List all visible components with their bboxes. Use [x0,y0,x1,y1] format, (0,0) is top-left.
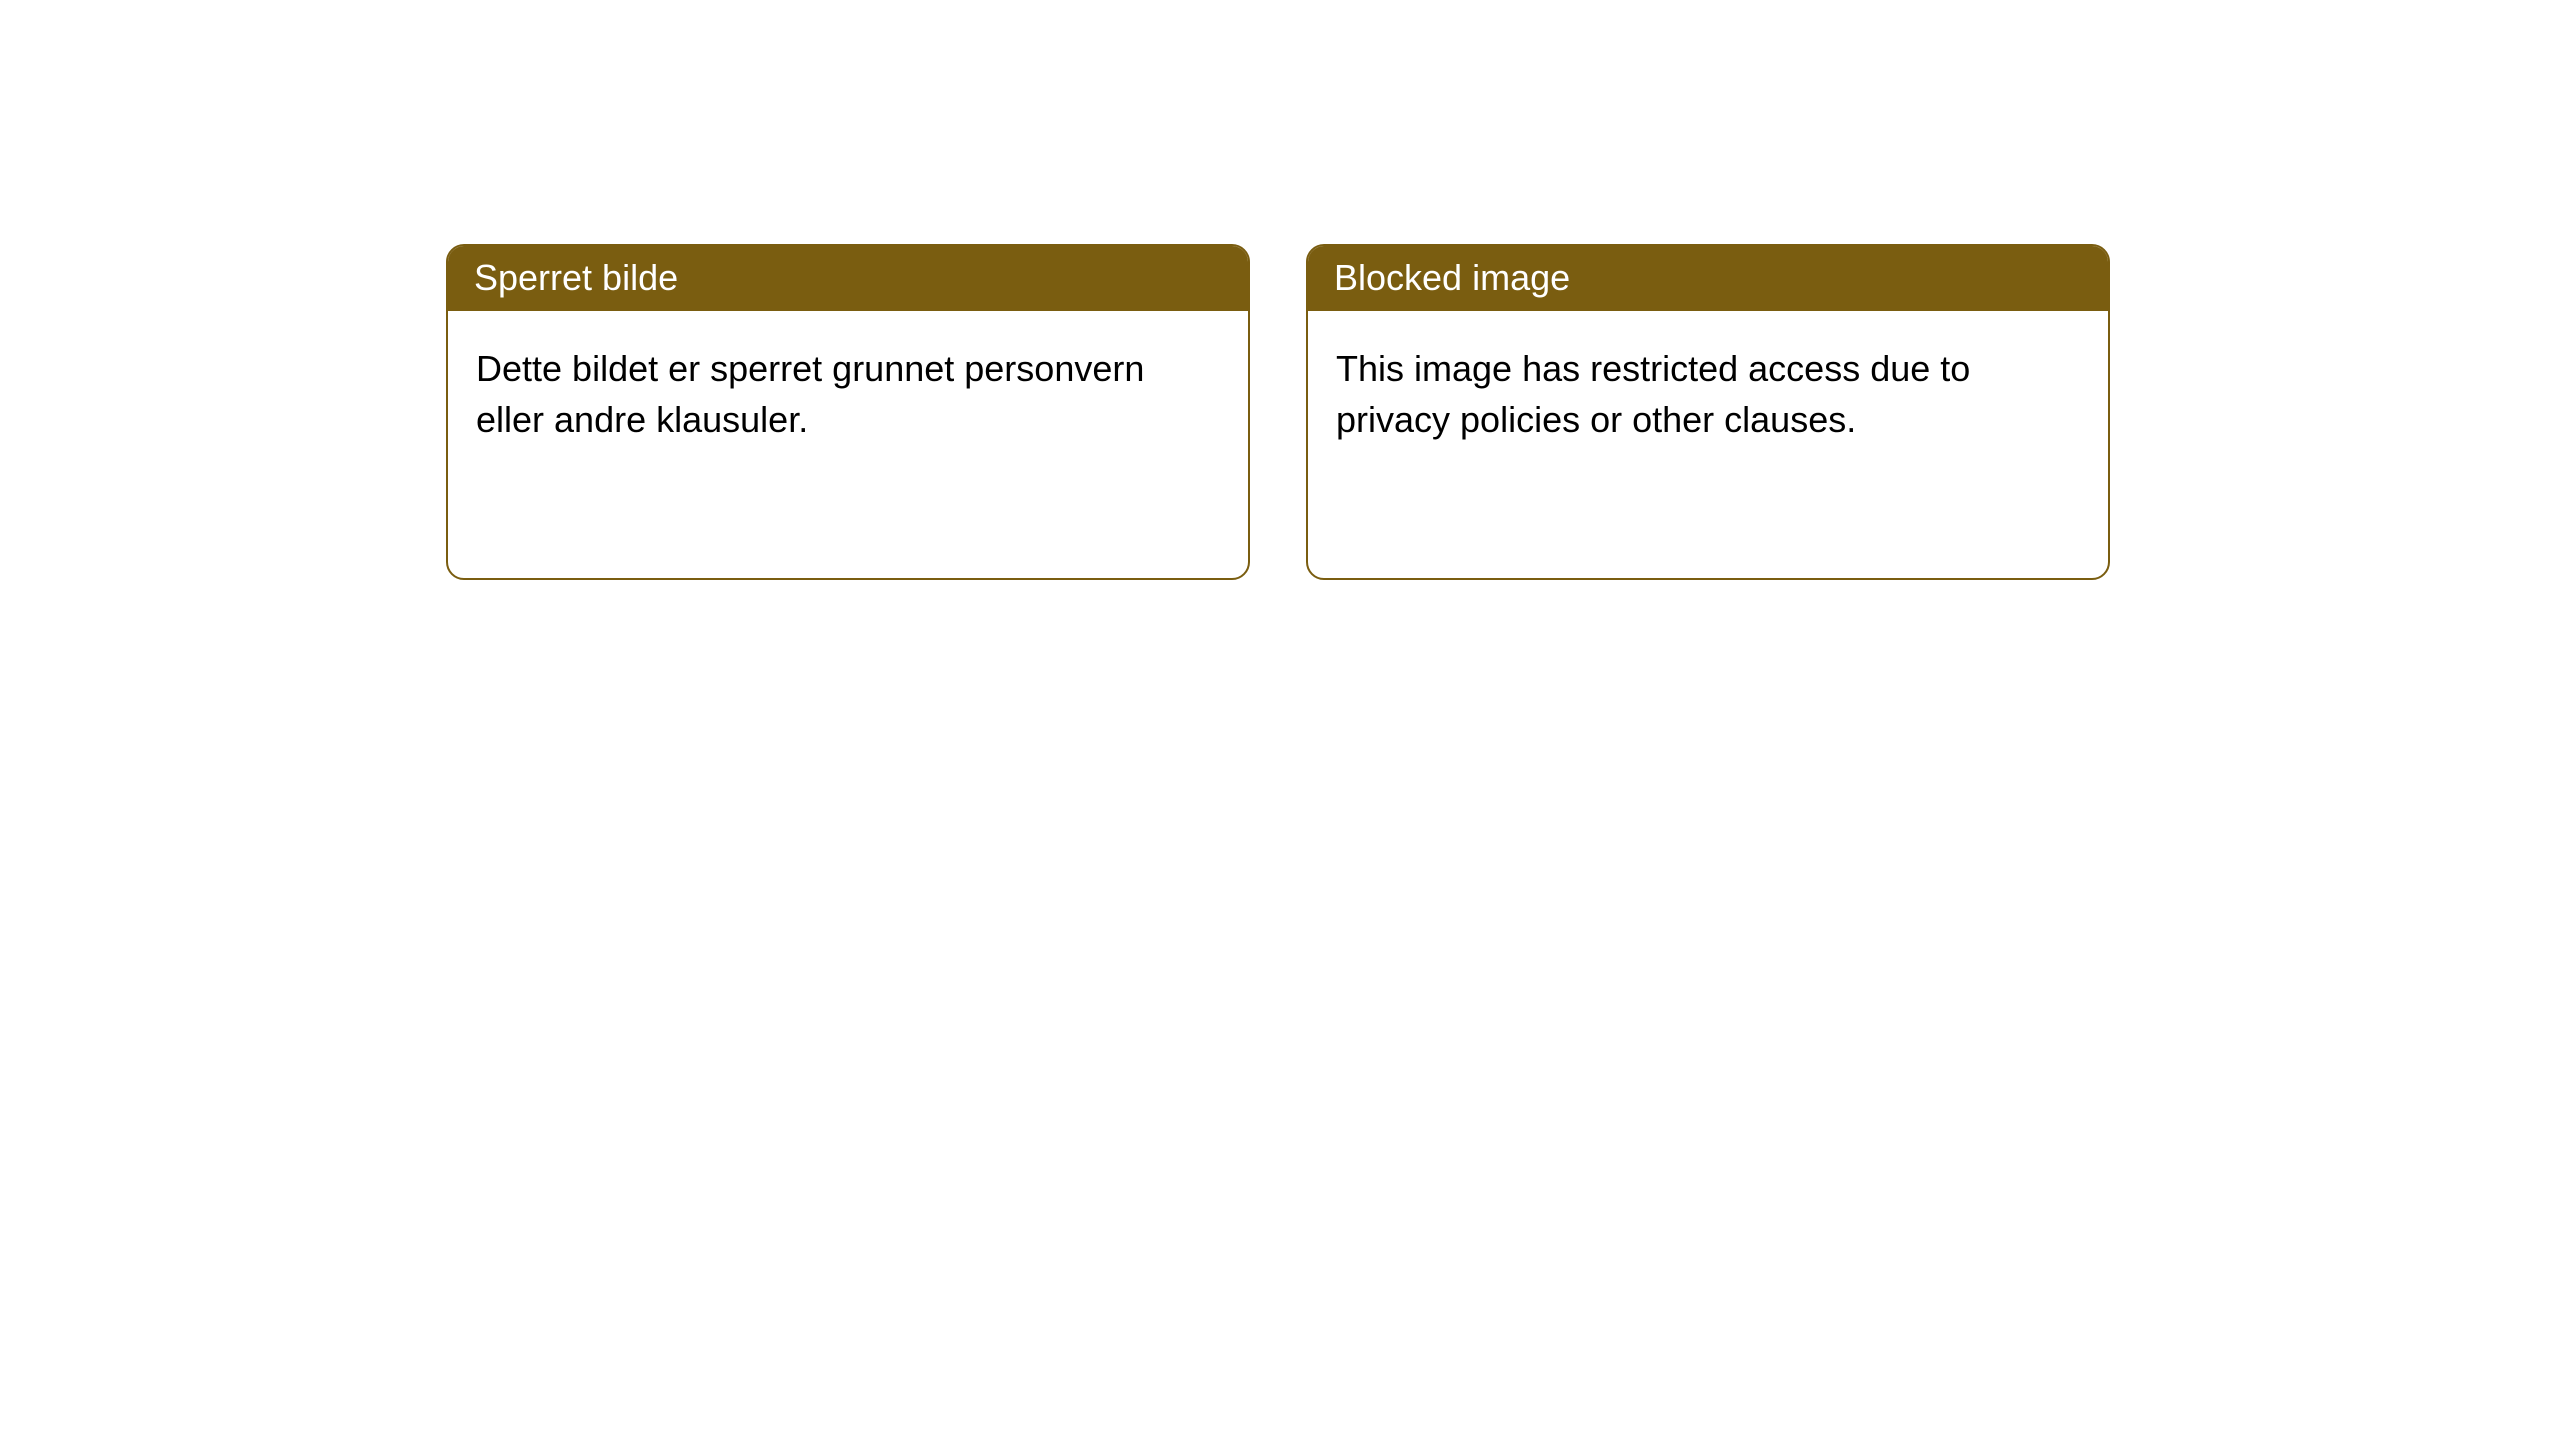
notice-card-english: Blocked image This image has restricted … [1306,244,2110,580]
notice-title: Sperret bilde [448,246,1248,311]
notice-body: Dette bildet er sperret grunnet personve… [448,311,1248,477]
notice-card-norwegian: Sperret bilde Dette bildet er sperret gr… [446,244,1250,580]
notices-container: Sperret bilde Dette bildet er sperret gr… [0,0,2560,580]
notice-body: This image has restricted access due to … [1308,311,2108,477]
notice-title: Blocked image [1308,246,2108,311]
